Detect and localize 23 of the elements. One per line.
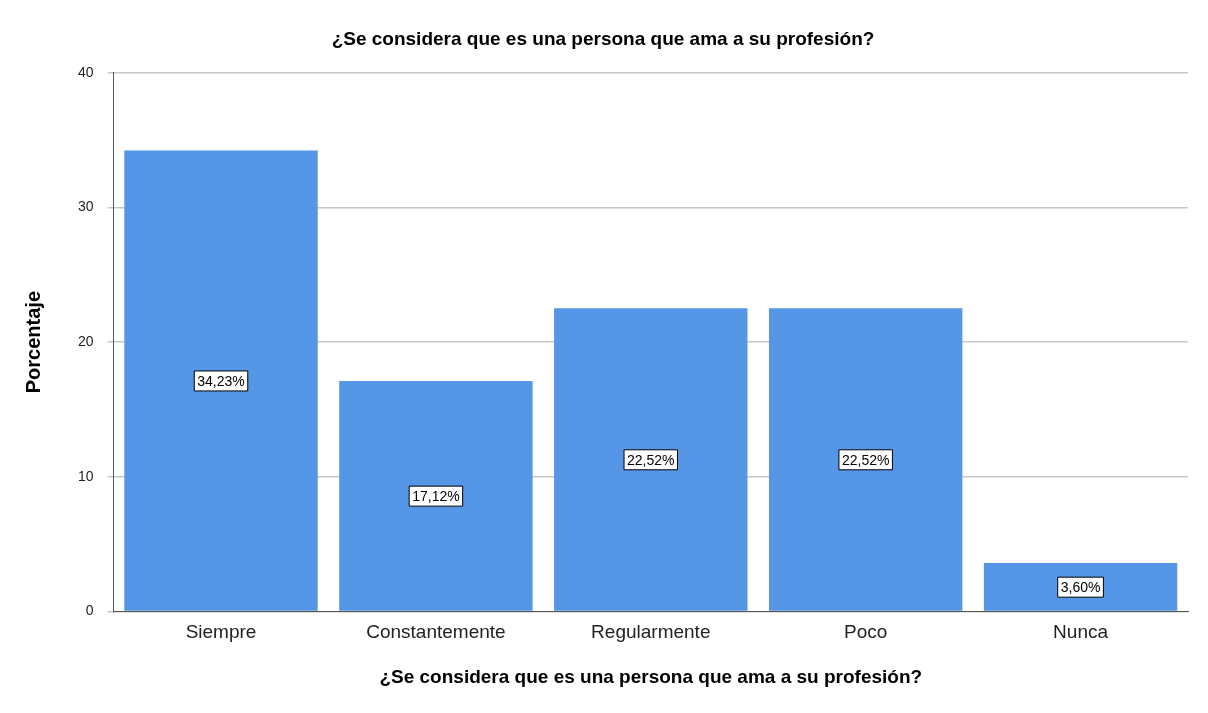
bar: [768, 308, 963, 611]
data-label: 22,52%: [841, 451, 890, 468]
y-axis-title: Porcentaje: [21, 290, 44, 394]
x-axis-title: ¿Se considera que es una persona que ama a su profesión?: [379, 665, 923, 687]
y-tick-label: 0: [85, 602, 94, 619]
data-label: 3,60%: [1060, 579, 1101, 596]
y-tick-label: 30: [77, 198, 94, 215]
data-label: 34,23%: [197, 372, 245, 389]
x-tick-label: Constantemente: [366, 621, 506, 643]
x-tick-label: Poco: [844, 621, 888, 643]
bar: [554, 308, 748, 611]
bar: [983, 562, 1178, 611]
chart-title: ¿Se considera que es una persona que ama a su profesión?: [331, 27, 875, 49]
y-tick-label: 40: [77, 63, 94, 80]
bar: [124, 150, 318, 611]
data-label: 17,12%: [412, 488, 460, 504]
x-tick-label: Siempre: [185, 621, 257, 643]
bar: [339, 380, 533, 611]
x-tick-label: Nunca: [1053, 621, 1109, 643]
y-tick-label: 20: [77, 332, 94, 349]
y-tick-label: 10: [77, 467, 94, 484]
data-label: 22,52%: [627, 451, 675, 468]
x-tick-label: Regularmente: [591, 621, 711, 643]
